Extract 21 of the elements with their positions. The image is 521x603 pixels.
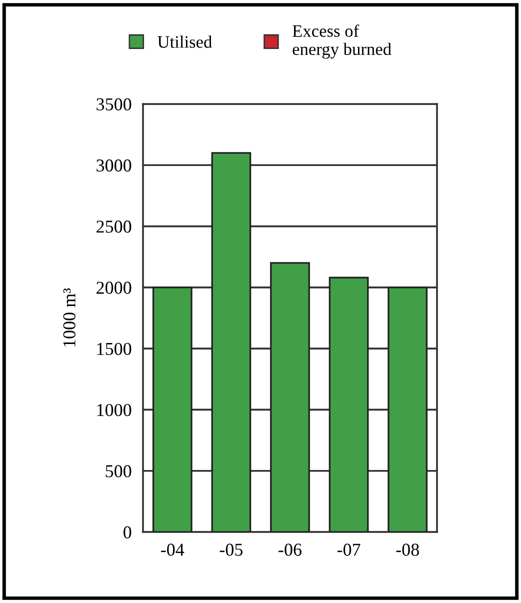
legend-label: Excess of energy burned bbox=[292, 24, 392, 59]
bar bbox=[328, 276, 369, 532]
x-tick-label: -08 bbox=[396, 544, 419, 556]
x-tick-label: -04 bbox=[161, 544, 184, 556]
y-tick-label: 3500 bbox=[96, 98, 132, 110]
y-tick-label: 500 bbox=[106, 465, 132, 478]
legend-label: Utilised bbox=[158, 36, 212, 48]
bar bbox=[270, 262, 310, 532]
y-axis-title: 1000 m³ bbox=[63, 288, 76, 346]
x-tick-label: -05 bbox=[220, 544, 243, 556]
x-tick-label: -06 bbox=[278, 544, 302, 556]
y-tick-label: 0 bbox=[124, 526, 132, 538]
y-tick-label: 2500 bbox=[96, 220, 132, 233]
bar bbox=[388, 286, 428, 532]
bar bbox=[211, 152, 252, 532]
y-tick-label: 1500 bbox=[97, 342, 132, 356]
y-tick-label: 2000 bbox=[96, 282, 132, 294]
x-tick-label: -07 bbox=[337, 544, 360, 556]
y-tick-label: 1000 bbox=[97, 404, 132, 416]
bar bbox=[152, 286, 192, 532]
y-tick-label: 3000 bbox=[96, 159, 132, 172]
